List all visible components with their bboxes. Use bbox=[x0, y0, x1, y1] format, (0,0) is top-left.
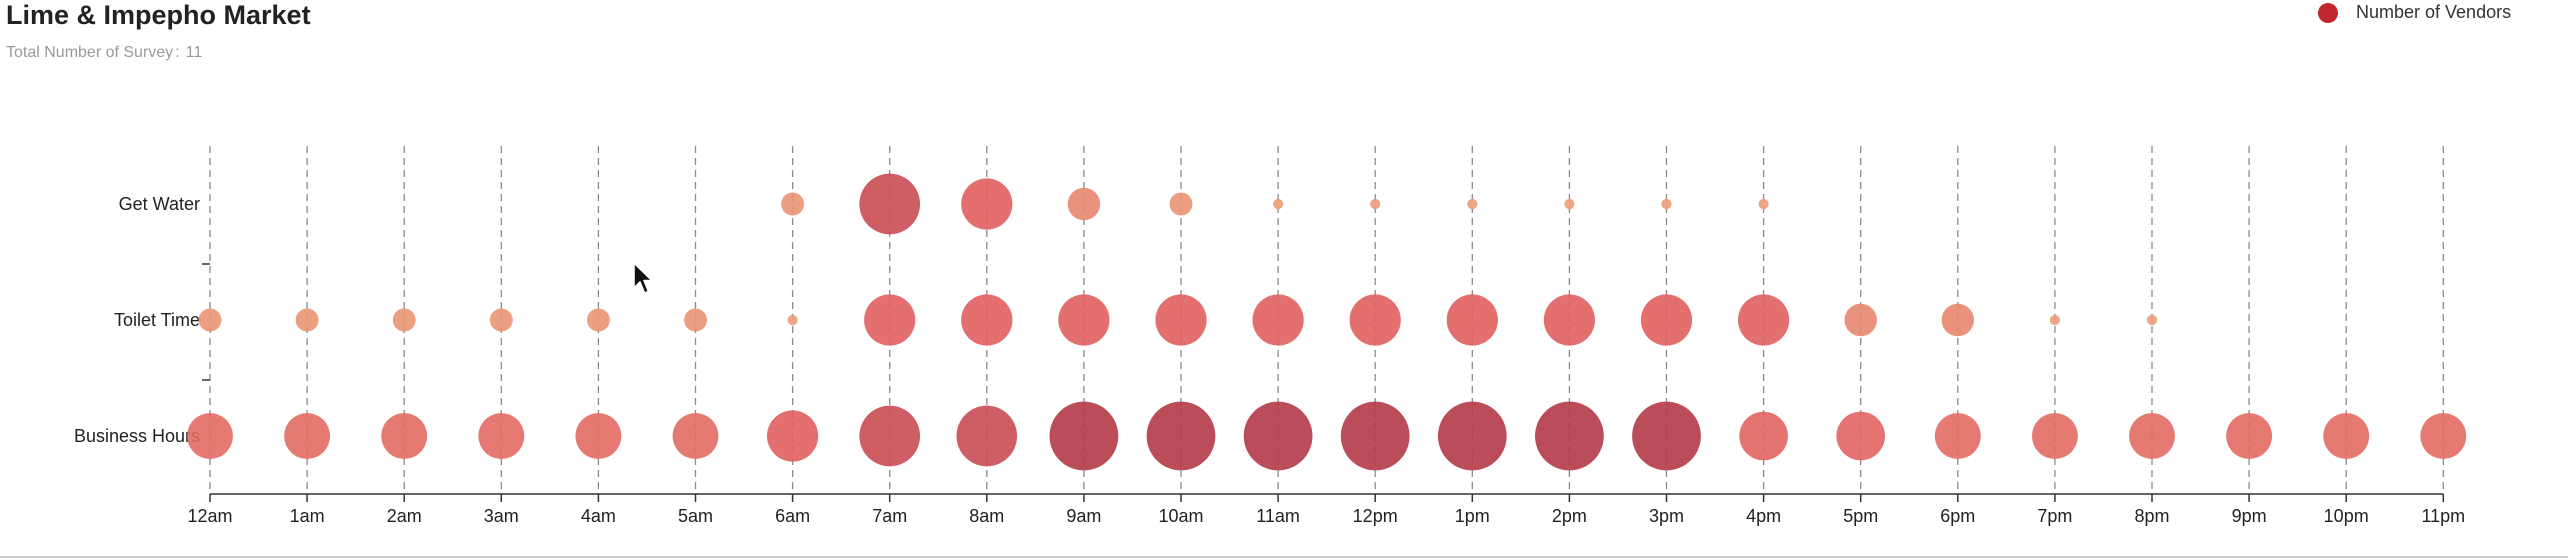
subtitle-label: Total Number of Survey bbox=[6, 44, 174, 61]
bubble[interactable] bbox=[198, 308, 222, 332]
bubble[interactable] bbox=[2420, 413, 2467, 459]
bubble[interactable] bbox=[1934, 413, 1981, 459]
x-tick-label: 4pm bbox=[1746, 506, 1781, 526]
legend-label: Number of Vendors bbox=[2356, 2, 2512, 22]
bubble[interactable] bbox=[2226, 413, 2273, 459]
bubble[interactable] bbox=[1252, 294, 1304, 346]
bubble[interactable] bbox=[284, 413, 331, 459]
bubble[interactable] bbox=[684, 308, 707, 332]
x-tick-label: 1pm bbox=[1455, 506, 1490, 526]
bubble[interactable] bbox=[489, 308, 513, 332]
bubble[interactable] bbox=[2129, 413, 2175, 459]
x-tick-label: 2am bbox=[387, 506, 422, 526]
bubble[interactable] bbox=[1437, 401, 1507, 471]
grid-layer bbox=[209, 146, 2444, 494]
x-tick-label: 8am bbox=[969, 506, 1004, 526]
x-tick-label: 6pm bbox=[1940, 506, 1975, 526]
x-tick-label: 11pm bbox=[2421, 506, 2465, 526]
x-tick-label: 2pm bbox=[1552, 506, 1587, 526]
x-tick-label: 9pm bbox=[2232, 506, 2267, 526]
x-tick-label: 3pm bbox=[1649, 506, 1684, 526]
bubble[interactable] bbox=[1758, 198, 1769, 210]
bubble[interactable] bbox=[187, 413, 233, 459]
y-category-label: Get Water bbox=[119, 194, 200, 214]
bubble[interactable] bbox=[392, 308, 416, 332]
x-tick-label: 11am bbox=[1256, 506, 1300, 526]
bubble[interactable] bbox=[1739, 411, 1788, 461]
bubble-layer bbox=[187, 173, 2467, 471]
x-tick-label: 3am bbox=[484, 506, 519, 526]
x-tick-label: 7am bbox=[872, 506, 907, 526]
bubble[interactable] bbox=[859, 173, 921, 235]
bubble[interactable] bbox=[1049, 401, 1119, 471]
x-tick-label: 7pm bbox=[2037, 506, 2072, 526]
bubble[interactable] bbox=[1836, 411, 1886, 461]
bubble[interactable] bbox=[295, 308, 319, 332]
bubble[interactable] bbox=[1272, 198, 1284, 210]
bubble[interactable] bbox=[2146, 314, 2158, 326]
bubble[interactable] bbox=[1467, 198, 1478, 210]
subtitle-separator: : bbox=[175, 44, 180, 61]
bubble[interactable] bbox=[2031, 413, 2078, 459]
subtitle-value: 11 bbox=[185, 44, 203, 61]
bubble[interactable] bbox=[859, 405, 921, 467]
bubble[interactable] bbox=[575, 413, 622, 459]
chart-subtitle: Total Number of Survey:11 bbox=[6, 44, 202, 62]
bubble[interactable] bbox=[1058, 294, 1110, 346]
bubble[interactable] bbox=[478, 413, 525, 459]
bubble[interactable] bbox=[1349, 294, 1401, 346]
chart-title: Lime & Impepho Market bbox=[6, 0, 311, 30]
bubble[interactable] bbox=[781, 192, 805, 216]
bubble[interactable] bbox=[956, 405, 1018, 467]
bubble[interactable] bbox=[1661, 198, 1672, 210]
x-tick-label: 10pm bbox=[2324, 506, 2369, 526]
bubble[interactable] bbox=[1844, 303, 1877, 337]
y-category-label: Business Hours bbox=[74, 426, 200, 446]
bubble[interactable] bbox=[1535, 401, 1604, 471]
x-tick-label: 6am bbox=[775, 506, 810, 526]
bubble[interactable] bbox=[1737, 294, 1790, 346]
bubble[interactable] bbox=[1155, 294, 1207, 346]
bubble[interactable] bbox=[1632, 401, 1701, 471]
legend-swatch bbox=[2318, 2, 2338, 23]
bubble[interactable] bbox=[2323, 413, 2370, 459]
bubble[interactable] bbox=[1340, 401, 1410, 471]
bubble[interactable] bbox=[1370, 198, 1381, 210]
x-tick-label: 8pm bbox=[2134, 506, 2169, 526]
x-tick-label: 12pm bbox=[1353, 506, 1398, 526]
axis-layer: 12am 1am 2am 3am 4am 5am 6am 7am 8am 9am 10am 11am 1… bbox=[74, 194, 2465, 526]
y-category-label: Toilet Time bbox=[114, 310, 200, 330]
mouse-cursor-icon bbox=[633, 262, 653, 294]
bubble[interactable] bbox=[1640, 294, 1693, 346]
legend[interactable]: Number of Vendors bbox=[2318, 2, 2511, 23]
bubble[interactable] bbox=[1243, 401, 1313, 471]
bubble[interactable] bbox=[961, 178, 1013, 230]
bubble[interactable] bbox=[1146, 401, 1216, 471]
bubble[interactable] bbox=[1446, 294, 1498, 346]
bubble[interactable] bbox=[672, 413, 719, 459]
bubble[interactable] bbox=[864, 294, 916, 346]
x-tick-label: 12am bbox=[187, 506, 232, 526]
x-tick-label: 5am bbox=[678, 506, 713, 526]
x-tick-label: 5pm bbox=[1843, 506, 1878, 526]
bubble[interactable] bbox=[2049, 314, 2061, 326]
bubble[interactable] bbox=[1941, 303, 1975, 337]
bubble[interactable] bbox=[1564, 198, 1575, 210]
bubble[interactable] bbox=[766, 410, 819, 462]
bubble[interactable] bbox=[961, 294, 1013, 346]
x-tick-label: 9am bbox=[1066, 506, 1101, 526]
x-tick-label: 1am bbox=[290, 506, 325, 526]
bubble[interactable] bbox=[586, 308, 610, 332]
bubble[interactable] bbox=[787, 314, 798, 326]
bubble[interactable] bbox=[1067, 187, 1101, 221]
bubble[interactable] bbox=[1543, 294, 1596, 346]
x-tick-label: 4am bbox=[581, 506, 616, 526]
bubble[interactable] bbox=[381, 413, 428, 459]
bubble[interactable] bbox=[1169, 192, 1193, 216]
x-tick-label: 10am bbox=[1158, 506, 1203, 526]
bottom-divider bbox=[0, 556, 2568, 558]
